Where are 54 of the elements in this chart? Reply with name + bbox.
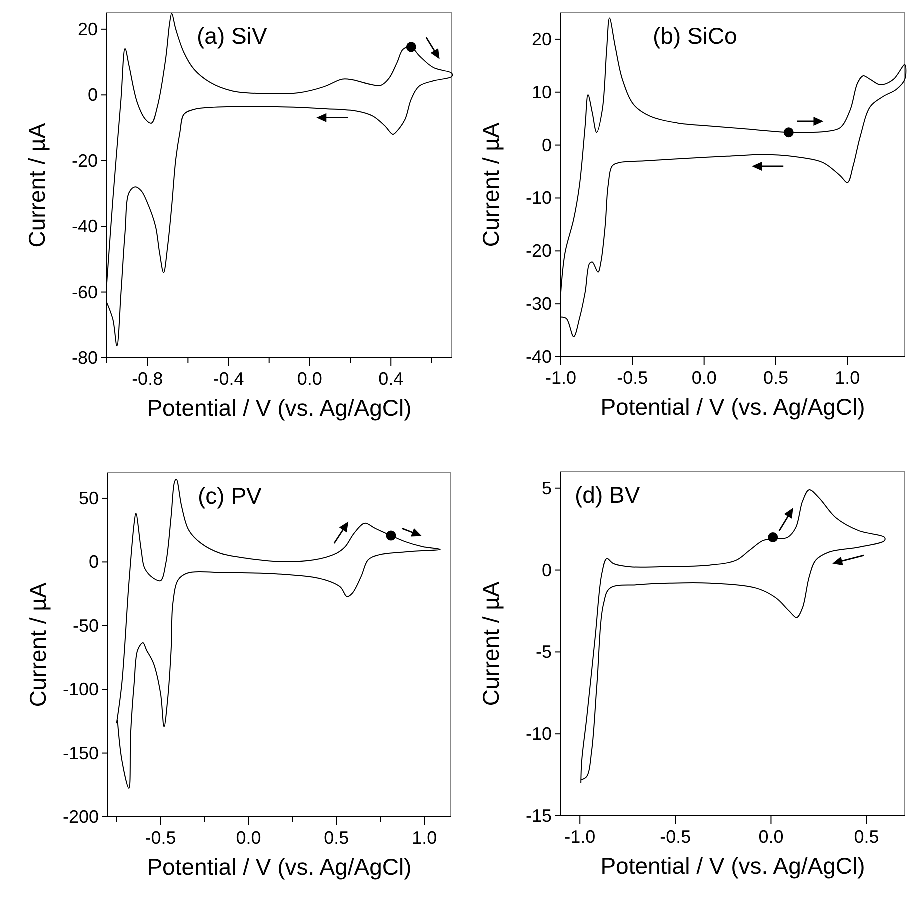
y-tick-label: -20 <box>72 150 98 171</box>
y-tick-label: 50 <box>78 488 99 508</box>
text: (c) PV <box>198 483 263 509</box>
y-tick-label: -150 <box>62 743 99 764</box>
y-tick-label: -200 <box>62 807 99 827</box>
y-tick-label: 0 <box>88 552 99 572</box>
y-tick-label: 0 <box>88 85 98 106</box>
x-tick-label: -1.0 <box>564 827 596 847</box>
x-tick-label: 0.0 <box>297 369 322 389</box>
x-tick-label: 0.5 <box>324 828 350 848</box>
y-tick-label: -15 <box>526 806 552 826</box>
y-tick-label: 20 <box>532 29 552 50</box>
y-tick-label: -40 <box>72 216 98 237</box>
chart-title: (b) SiCo <box>653 23 738 49</box>
y-tick-label: -50 <box>72 616 99 636</box>
y-tick-label: 0 <box>542 560 552 580</box>
x-tick-label: 0.0 <box>692 368 717 388</box>
y-axis-title: Current / µA <box>25 582 51 708</box>
y-tick-label: -100 <box>62 680 99 700</box>
x-tick-label: -0.5 <box>617 368 648 388</box>
y-axis-title: Current / µA <box>478 122 504 248</box>
y-tick-label: -30 <box>526 294 552 314</box>
x-axis-title: Potential / V (vs. Ag/AgCl) <box>147 395 412 421</box>
y-tick-label: -10 <box>526 724 552 744</box>
x-tick-label: -0.5 <box>660 827 692 847</box>
x-tick-label: 1.0 <box>835 368 860 388</box>
x-tick-label: 0.0 <box>236 828 262 848</box>
y-tick-label: 20 <box>78 19 98 40</box>
x-axis-title: Potential / V (vs. Ag/AgCl) <box>600 394 866 420</box>
y-tick-label: -80 <box>72 348 98 368</box>
x-tick-label: 0.4 <box>378 369 404 389</box>
chart-title: (a) SiV <box>197 23 268 49</box>
y-tick-label: -5 <box>536 642 552 662</box>
x-tick-label: -0.5 <box>145 828 176 848</box>
x-tick-label: 0.5 <box>763 368 789 388</box>
x-tick-label: 1.0 <box>412 828 438 848</box>
x-axis-title: Potential / V (vs. Ag/AgCl) <box>147 854 412 880</box>
x-tick-label: -0.4 <box>213 369 244 389</box>
y-tick-label: 5 <box>542 478 552 498</box>
y-axis-title: Current / µA <box>24 122 50 248</box>
x-tick-label: 0.5 <box>854 827 880 847</box>
y-tick-label: 0 <box>542 135 552 156</box>
x-axis-title: Potential / V (vs. Ag/AgCl) <box>600 853 866 879</box>
y-axis-title: Current / µA <box>478 581 504 706</box>
text: (d) BV <box>575 482 641 508</box>
x-tick-label: -0.8 <box>132 369 164 389</box>
y-tick-label: -40 <box>526 347 552 367</box>
x-tick-label: 0.0 <box>758 827 784 847</box>
y-tick-label: 10 <box>532 82 552 102</box>
line-series <box>116 479 441 790</box>
x-tick-label: -1.0 <box>545 368 577 388</box>
y-tick-label: -60 <box>72 282 98 302</box>
y-tick-label: -10 <box>526 188 552 208</box>
y-tick-label: -20 <box>526 241 552 262</box>
